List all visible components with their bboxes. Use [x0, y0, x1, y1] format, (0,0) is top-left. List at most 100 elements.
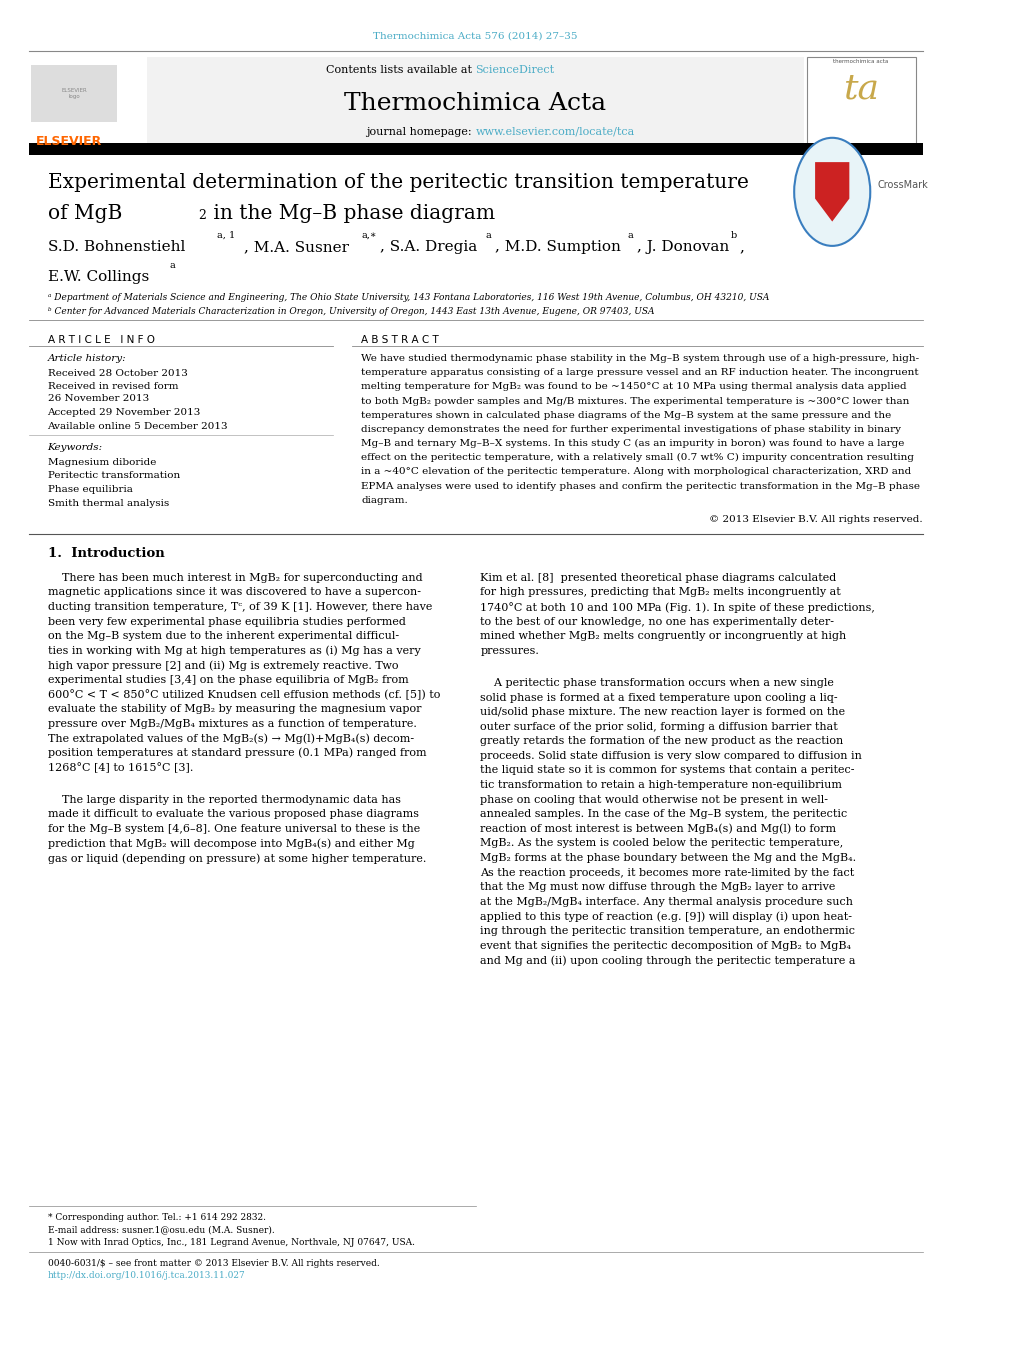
Text: to both MgB₂ powder samples and Mg/B mixtures. The experimental temperature is ~: to both MgB₂ powder samples and Mg/B mix…	[361, 397, 909, 405]
Text: greatly retards the formation of the new product as the reaction: greatly retards the formation of the new…	[480, 736, 843, 746]
Text: ᵇ Center for Advanced Materials Characterization in Oregon, University of Oregon: ᵇ Center for Advanced Materials Characte…	[48, 307, 653, 316]
Text: Thermochimica Acta: Thermochimica Acta	[344, 92, 606, 115]
Text: ing through the peritectic transition temperature, an endothermic: ing through the peritectic transition te…	[480, 925, 855, 936]
Text: discrepancy demonstrates the need for further experimental investigations of pha: discrepancy demonstrates the need for fu…	[361, 424, 901, 434]
Text: temperatures shown in calculated phase diagrams of the Mg–B system at the same p: temperatures shown in calculated phase d…	[361, 411, 891, 420]
Text: high vapor pressure [2] and (ii) Mg is extremely reactive. Two: high vapor pressure [2] and (ii) Mg is e…	[48, 661, 397, 671]
Text: ELSEVIER
logo: ELSEVIER logo	[61, 88, 87, 99]
Text: EPMA analyses were used to identify phases and confirm the peritectic transforma: EPMA analyses were used to identify phas…	[361, 482, 919, 490]
Text: A B S T R A C T: A B S T R A C T	[361, 335, 439, 345]
Text: outer surface of the prior solid, forming a diffusion barrier that: outer surface of the prior solid, formin…	[480, 721, 838, 732]
Text: uid/solid phase mixture. The new reaction layer is formed on the: uid/solid phase mixture. The new reactio…	[480, 707, 845, 717]
Text: solid phase is formed at a fixed temperature upon cooling a liq-: solid phase is formed at a fixed tempera…	[480, 693, 838, 703]
Text: Received 28 October 2013: Received 28 October 2013	[48, 369, 187, 378]
Text: ScienceDirect: ScienceDirect	[475, 65, 554, 74]
Text: Keywords:: Keywords:	[48, 443, 103, 453]
Text: experimental studies [3,4] on the phase equilibria of MgB₂ from: experimental studies [3,4] on the phase …	[48, 676, 408, 685]
Text: event that signifies the peritectic decomposition of MgB₂ to MgB₄: event that signifies the peritectic deco…	[480, 940, 851, 951]
FancyBboxPatch shape	[29, 57, 148, 145]
Text: , M.A. Susner: , M.A. Susner	[245, 240, 350, 254]
Text: Magnesium diboride: Magnesium diboride	[48, 458, 156, 467]
Text: Smith thermal analysis: Smith thermal analysis	[48, 499, 168, 508]
Text: © 2013 Elsevier B.V. All rights reserved.: © 2013 Elsevier B.V. All rights reserved…	[708, 516, 921, 524]
Text: prediction that MgB₂ will decompose into MgB₄(s) and either Mg: prediction that MgB₂ will decompose into…	[48, 839, 414, 848]
Text: http://dx.doi.org/10.1016/j.tca.2013.11.027: http://dx.doi.org/10.1016/j.tca.2013.11.…	[48, 1271, 245, 1281]
Text: proceeds. Solid state diffusion is very slow compared to diffusion in: proceeds. Solid state diffusion is very …	[480, 751, 861, 761]
Text: 2: 2	[198, 209, 206, 223]
Text: to the best of our knowledge, no one has experimentally deter-: to the best of our knowledge, no one has…	[480, 616, 834, 627]
Text: melting temperature for MgB₂ was found to be ~1450°C at 10 MPa using thermal ana: melting temperature for MgB₂ was found t…	[361, 382, 906, 392]
Bar	[29, 143, 921, 155]
Text: a: a	[485, 231, 490, 240]
Text: ties in working with Mg at high temperatures as (i) Mg has a very: ties in working with Mg at high temperat…	[48, 646, 420, 657]
Text: Thermochimica Acta 576 (2014) 27–35: Thermochimica Acta 576 (2014) 27–35	[373, 31, 577, 41]
Text: A peritectic phase transformation occurs when a new single: A peritectic phase transformation occurs…	[480, 678, 834, 688]
Text: temperature apparatus consisting of a large pressure vessel and an RF induction : temperature apparatus consisting of a la…	[361, 367, 918, 377]
Text: a, 1: a, 1	[217, 231, 234, 240]
Text: Contents lists available at: Contents lists available at	[326, 65, 475, 74]
Text: MgB₂ forms at the phase boundary between the Mg and the MgB₄.: MgB₂ forms at the phase boundary between…	[480, 852, 856, 863]
Text: 600°C < T < 850°C utilized Knudsen cell effusion methods (cf. [5]) to: 600°C < T < 850°C utilized Knudsen cell …	[48, 689, 439, 700]
Text: pressure over MgB₂/MgB₄ mixtures as a function of temperature.: pressure over MgB₂/MgB₄ mixtures as a fu…	[48, 719, 416, 728]
Text: a: a	[169, 261, 175, 270]
Text: a: a	[627, 231, 633, 240]
Text: made it difficult to evaluate the various proposed phase diagrams: made it difficult to evaluate the variou…	[48, 809, 418, 819]
Text: A R T I C L E   I N F O: A R T I C L E I N F O	[48, 335, 155, 345]
Text: S.D. Bohnenstiehl: S.D. Bohnenstiehl	[48, 240, 184, 254]
Text: of MgB: of MgB	[48, 204, 122, 223]
FancyBboxPatch shape	[148, 57, 803, 145]
Text: been very few experimental phase equilibria studies performed: been very few experimental phase equilib…	[48, 616, 405, 627]
Text: , S.A. Dregia: , S.A. Dregia	[380, 240, 477, 254]
Text: gas or liquid (depending on pressure) at some higher temperature.: gas or liquid (depending on pressure) at…	[48, 852, 426, 863]
Text: in the Mg–B phase diagram: in the Mg–B phase diagram	[207, 204, 495, 223]
Text: Experimental determination of the peritectic transition temperature: Experimental determination of the perite…	[48, 173, 748, 192]
Text: pressures.: pressures.	[480, 646, 539, 655]
Polygon shape	[814, 162, 849, 222]
Text: tic transformation to retain a high-temperature non-equilibrium: tic transformation to retain a high-temp…	[480, 780, 842, 790]
Text: that the Mg must now diffuse through the MgB₂ layer to arrive: that the Mg must now diffuse through the…	[480, 882, 835, 892]
Text: Accepted 29 November 2013: Accepted 29 November 2013	[48, 408, 201, 417]
Text: ducting transition temperature, Tᶜ, of 39 K [1]. However, there have: ducting transition temperature, Tᶜ, of 3…	[48, 603, 431, 612]
Text: 1.  Introduction: 1. Introduction	[48, 547, 164, 561]
Text: CrossMark: CrossMark	[877, 180, 927, 190]
Circle shape	[794, 138, 869, 246]
Text: ELSEVIER: ELSEVIER	[36, 135, 102, 149]
Text: applied to this type of reaction (e.g. [9]) will display (i) upon heat-: applied to this type of reaction (e.g. […	[480, 912, 852, 921]
Text: Article history:: Article history:	[48, 354, 126, 363]
Text: As the reaction proceeds, it becomes more rate-limited by the fact: As the reaction proceeds, it becomes mor…	[480, 867, 854, 878]
Text: b: b	[730, 231, 736, 240]
Text: Mg–B and ternary Mg–B–X systems. In this study C (as an impurity in boron) was f: Mg–B and ternary Mg–B–X systems. In this…	[361, 439, 904, 449]
Text: The extrapolated values of the MgB₂(s) → Mg(l)+MgB₄(s) decom-: The extrapolated values of the MgB₂(s) →…	[48, 734, 414, 744]
Text: evaluate the stability of MgB₂ by measuring the magnesium vapor: evaluate the stability of MgB₂ by measur…	[48, 704, 421, 715]
Text: mined whether MgB₂ melts congruently or incongruently at high: mined whether MgB₂ melts congruently or …	[480, 631, 846, 642]
Text: Phase equilibria: Phase equilibria	[48, 485, 132, 494]
Text: on the Mg–B system due to the inherent experimental difficul-: on the Mg–B system due to the inherent e…	[48, 631, 398, 642]
Text: The large disparity in the reported thermodynamic data has: The large disparity in the reported ther…	[48, 794, 400, 805]
Text: reaction of most interest is between MgB₄(s) and Mg(l) to form: reaction of most interest is between MgB…	[480, 824, 836, 835]
Text: , M.D. Sumption: , M.D. Sumption	[494, 240, 620, 254]
Text: journal homepage:: journal homepage:	[366, 127, 475, 136]
FancyBboxPatch shape	[32, 65, 117, 122]
Text: diagram.: diagram.	[361, 496, 408, 505]
Text: phase on cooling that would otherwise not be present in well-: phase on cooling that would otherwise no…	[480, 794, 827, 805]
Text: at the MgB₂/MgB₄ interface. Any thermal analysis procedure such: at the MgB₂/MgB₄ interface. Any thermal …	[480, 897, 853, 907]
Text: E-mail address: susner.1@osu.edu (M.A. Susner).: E-mail address: susner.1@osu.edu (M.A. S…	[48, 1225, 274, 1235]
Text: 1 Now with Inrad Optics, Inc., 181 Legrand Avenue, Northvale, NJ 07647, USA.: 1 Now with Inrad Optics, Inc., 181 Legra…	[48, 1238, 414, 1247]
Text: , J. Donovan: , J. Donovan	[637, 240, 729, 254]
Text: www.elsevier.com/locate/tca: www.elsevier.com/locate/tca	[475, 127, 634, 136]
Text: effect on the peritectic temperature, with a relatively small (0.7 wt% C) impuri: effect on the peritectic temperature, wi…	[361, 454, 913, 462]
Text: thermochimica acta: thermochimica acta	[833, 59, 888, 65]
Text: We have studied thermodynamic phase stability in the Mg–B system through use of : We have studied thermodynamic phase stab…	[361, 354, 919, 363]
Text: for the Mg–B system [4,6–8]. One feature universal to these is the: for the Mg–B system [4,6–8]. One feature…	[48, 824, 420, 834]
Text: the liquid state so it is common for systems that contain a peritec-: the liquid state so it is common for sys…	[480, 766, 854, 775]
Text: magnetic applications since it was discovered to have a supercon-: magnetic applications since it was disco…	[48, 588, 420, 597]
Text: position temperatures at standard pressure (0.1 MPa) ranged from: position temperatures at standard pressu…	[48, 748, 426, 758]
Text: ,: ,	[739, 240, 744, 254]
Text: 1740°C at both 10 and 100 MPa (Fig. 1). In spite of these predictions,: 1740°C at both 10 and 100 MPa (Fig. 1). …	[480, 603, 874, 613]
Text: Received in revised form: Received in revised form	[48, 382, 178, 392]
Text: Available online 5 December 2013: Available online 5 December 2013	[48, 422, 228, 431]
Text: * Corresponding author. Tel.: +1 614 292 2832.: * Corresponding author. Tel.: +1 614 292…	[48, 1213, 265, 1223]
Text: Kim et al. [8]  presented theoretical phase diagrams calculated: Kim et al. [8] presented theoretical pha…	[480, 573, 836, 582]
Text: 26 November 2013: 26 November 2013	[48, 394, 149, 404]
Text: MgB₂. As the system is cooled below the peritectic temperature,: MgB₂. As the system is cooled below the …	[480, 839, 843, 848]
